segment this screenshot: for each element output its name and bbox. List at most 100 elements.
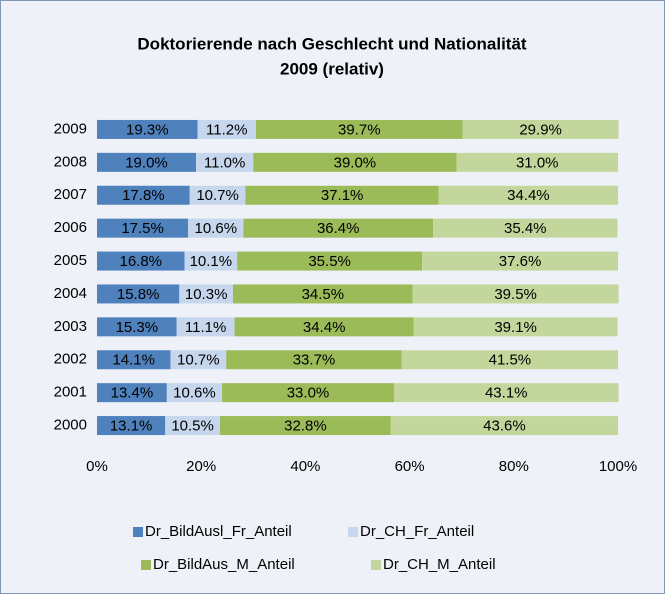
legend-label: Dr_CH_M_Anteil	[383, 556, 496, 573]
x-tick-label: 40%	[290, 458, 320, 475]
legend-label: Dr_BildAus_M_Anteil	[153, 556, 295, 573]
bar-segment	[243, 218, 434, 238]
y-tick-label: 2004	[54, 285, 87, 302]
data-label: 43.1%	[485, 385, 528, 402]
data-label: 33.7%	[293, 352, 336, 369]
data-label: 19.3%	[126, 121, 169, 138]
bar-segment	[170, 350, 227, 370]
bar-segment	[195, 152, 254, 172]
data-label: 35.4%	[504, 220, 547, 237]
x-tick-label: 20%	[186, 458, 216, 475]
y-tick-label: 2001	[54, 384, 87, 401]
data-label: 14.1%	[112, 352, 155, 369]
data-label: 29.9%	[519, 121, 562, 138]
data-label: 39.5%	[494, 286, 537, 303]
x-tick-label: 0%	[86, 458, 108, 475]
bar-segment	[422, 251, 618, 271]
bar-segment	[413, 317, 618, 337]
data-label: 37.6%	[499, 253, 542, 270]
data-label: 33.0%	[287, 385, 330, 402]
data-label: 13.4%	[111, 385, 154, 402]
bar-segment	[188, 218, 244, 238]
y-tick-label: 2002	[54, 351, 87, 368]
bar-segment	[97, 416, 166, 436]
bar-segment	[179, 284, 233, 304]
x-tick-label: 100%	[599, 458, 637, 475]
bar-segment	[97, 350, 171, 370]
bar-segment	[245, 185, 439, 205]
data-label: 32.8%	[284, 418, 327, 435]
data-label: 31.0%	[516, 154, 559, 171]
y-tick-label: 2000	[54, 417, 87, 434]
data-label: 41.5%	[489, 352, 532, 369]
bar-segment	[97, 284, 180, 304]
bar-segment	[433, 218, 618, 238]
data-label: 16.8%	[119, 253, 162, 270]
bar-segment	[97, 383, 167, 403]
bar-segment	[234, 317, 414, 337]
chart-title: Doktorierende nach Geschlecht und Nation…	[137, 34, 527, 53]
data-label: 36.4%	[317, 220, 360, 237]
data-label: 10.6%	[173, 385, 216, 402]
bar-segment	[97, 185, 190, 205]
legend-swatch	[371, 560, 381, 570]
y-tick-label: 2009	[54, 120, 87, 137]
bar-segment	[97, 317, 177, 337]
legend-label: Dr_BildAusl_Fr_Anteil	[145, 523, 292, 540]
data-label: 37.1%	[321, 187, 364, 204]
bar-segment	[97, 218, 189, 238]
bar-segment	[438, 185, 618, 205]
data-label: 11.1%	[185, 319, 226, 336]
bar-segment	[189, 185, 246, 205]
x-tick-label: 80%	[499, 458, 529, 475]
y-tick-label: 2006	[54, 219, 87, 236]
data-label: 43.6%	[483, 418, 526, 435]
bar-segment	[390, 416, 618, 436]
chart-subtitle: 2009 (relativ)	[280, 59, 384, 78]
bar-segment	[176, 317, 235, 337]
bar-segment	[97, 251, 185, 271]
data-label: 34.4%	[303, 319, 346, 336]
legend-swatch	[133, 527, 143, 537]
y-tick-label: 2008	[54, 153, 87, 170]
data-label: 10.1%	[190, 253, 233, 270]
data-label: 15.8%	[117, 286, 160, 303]
data-label: 35.5%	[308, 253, 351, 270]
bar-segment	[456, 152, 618, 172]
bar-segment	[232, 284, 413, 304]
bar-segment	[253, 152, 457, 172]
y-tick-label: 2005	[54, 252, 87, 269]
data-label: 10.7%	[196, 187, 239, 204]
x-tick-label: 60%	[395, 458, 425, 475]
bar-segment	[393, 383, 619, 403]
data-label: 17.8%	[122, 187, 165, 204]
data-label: 10.3%	[185, 286, 228, 303]
data-label: 11.2%	[206, 121, 247, 138]
data-label: 39.0%	[334, 154, 377, 171]
bar-segment	[255, 119, 463, 139]
data-label: 17.5%	[121, 220, 164, 237]
data-label: 11.0%	[204, 154, 245, 171]
data-label: 39.7%	[338, 121, 381, 138]
bar-segment	[237, 251, 423, 271]
bar-segment	[97, 119, 198, 139]
bar-segment	[222, 383, 394, 403]
bar-segment	[97, 152, 196, 172]
data-label: 39.1%	[494, 319, 537, 336]
bar-segment	[184, 251, 238, 271]
bar-segment	[165, 416, 220, 436]
data-label: 15.3%	[116, 319, 159, 336]
bar-segment	[219, 416, 391, 436]
y-tick-label: 2003	[54, 318, 87, 335]
bar-segment	[462, 119, 619, 139]
data-label: 10.6%	[195, 220, 238, 237]
data-label: 34.5%	[302, 286, 345, 303]
data-label: 19.0%	[125, 154, 168, 171]
bar-segment	[166, 383, 223, 403]
y-tick-label: 2007	[54, 186, 87, 203]
data-label: 34.4%	[507, 187, 550, 204]
data-label: 10.5%	[171, 418, 214, 435]
legend-swatch	[141, 560, 151, 570]
data-label: 13.1%	[110, 418, 153, 435]
